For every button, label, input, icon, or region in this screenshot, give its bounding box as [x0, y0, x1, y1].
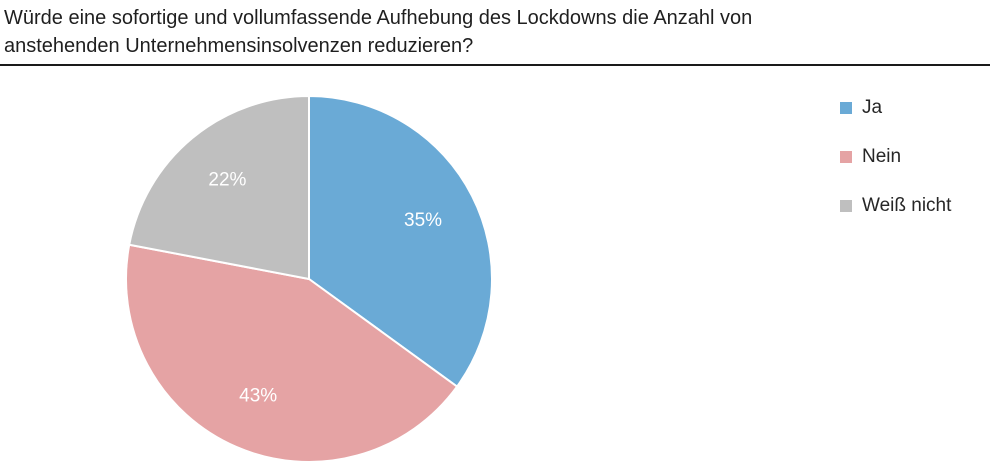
slice-value-label-ja: 35%: [404, 210, 442, 231]
chart-title: Würde eine sofortige und vollumfassende …: [4, 4, 984, 60]
legend-swatch-ja: [840, 102, 852, 114]
legend-item-wei-nicht: Weiß nicht: [840, 192, 951, 220]
chart-title-line-2: anstehenden Unternehmensinsolvenzen redu…: [4, 35, 474, 57]
title-divider: [0, 64, 990, 66]
legend-swatch-wei-nicht: [840, 200, 852, 212]
pie-slice-ja: [308, 95, 493, 388]
legend-label-wei-nicht: Weiß nicht: [862, 195, 952, 216]
legend-swatch-nein: [840, 151, 852, 163]
pie-slice-wei-nicht: [128, 95, 310, 280]
chart-legend: Ja Nein Weiß nicht: [840, 94, 951, 241]
slice-value-label-nein: 43%: [239, 385, 277, 406]
chart-title-line-1: Würde eine sofortige und vollumfassende …: [4, 7, 753, 29]
pie-slice-nein: [125, 243, 459, 463]
legend-item-nein: Nein: [840, 143, 951, 171]
legend-label-ja: Ja: [862, 97, 883, 118]
legend-item-ja: Ja: [840, 94, 951, 122]
slice-value-label-wei-nicht: 22%: [208, 169, 246, 190]
legend-label-nein: Nein: [862, 146, 902, 167]
